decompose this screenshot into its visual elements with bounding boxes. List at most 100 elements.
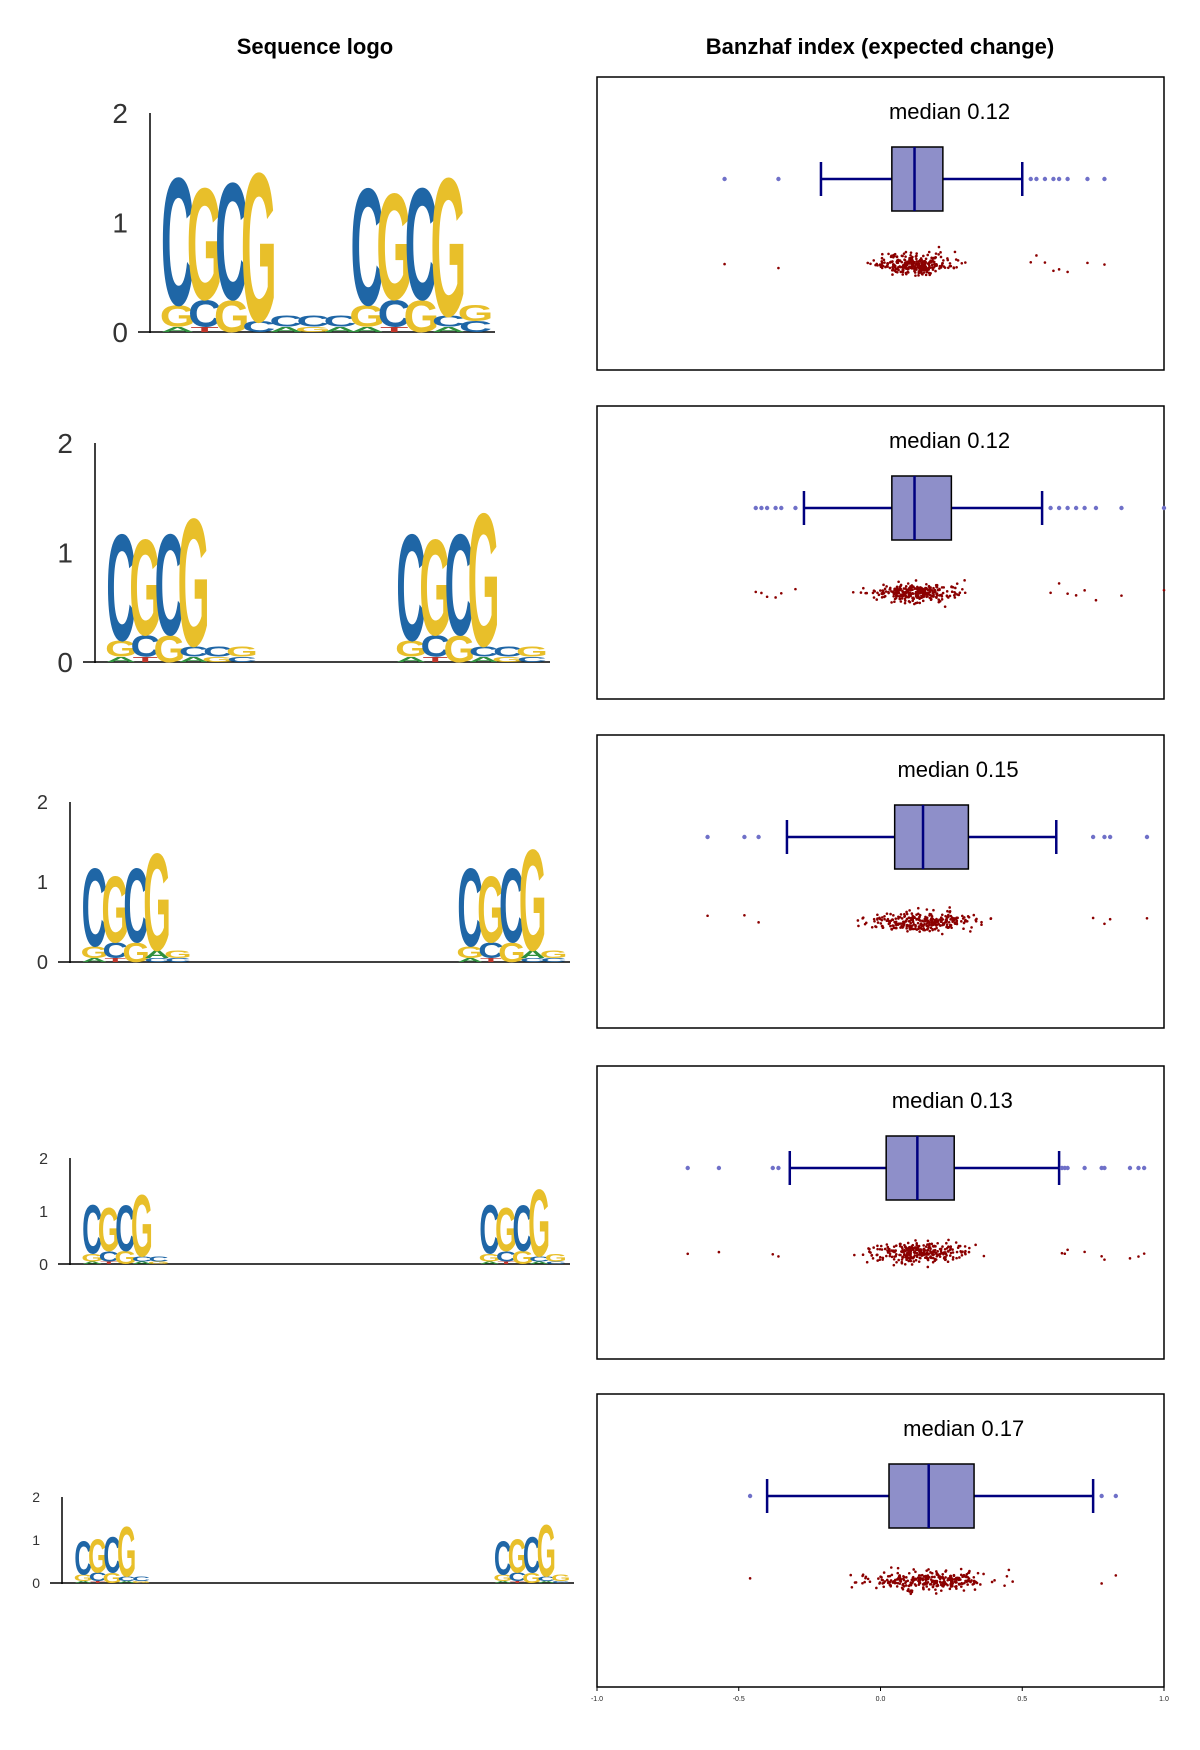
logo-letter-G: G <box>114 1248 136 1268</box>
sample-point <box>902 923 906 927</box>
sample-point <box>866 1577 870 1581</box>
sample-point <box>878 916 881 920</box>
sample-point <box>942 1257 946 1260</box>
sample-point <box>905 912 909 916</box>
sample-point <box>913 1246 917 1249</box>
sample-point <box>929 1578 933 1581</box>
logo-y-tick-label: 1 <box>37 872 48 894</box>
sample-point <box>878 1247 882 1251</box>
sample-point <box>938 264 942 268</box>
sample-point <box>890 1249 894 1252</box>
sample-point <box>944 1569 948 1572</box>
outlier-point <box>1085 176 1090 182</box>
sample-point <box>931 1244 935 1248</box>
logo-letter-G: G <box>81 1252 103 1264</box>
sample-point <box>938 1247 942 1251</box>
outlier-point <box>1048 505 1053 511</box>
box-panel: median 0.12 <box>596 405 1167 700</box>
sample-point <box>926 1265 930 1269</box>
sample-point <box>881 916 884 919</box>
sample-point <box>1103 1258 1106 1261</box>
outlier-point <box>1051 176 1056 182</box>
sample-point <box>905 1247 909 1250</box>
sample-point <box>959 1578 962 1581</box>
sample-point <box>902 1574 905 1578</box>
logo-letter-T: T <box>100 1261 117 1265</box>
median-label: median 0.13 <box>892 1088 1013 1113</box>
sample-point <box>891 265 894 269</box>
sample-point <box>1066 1248 1069 1252</box>
logo-letter-C: C <box>144 957 170 963</box>
sample-point <box>925 582 928 586</box>
sample-point <box>938 599 942 603</box>
sample-point <box>887 591 890 595</box>
outlier-point <box>1090 834 1096 840</box>
sample-point <box>925 1569 928 1572</box>
sample-point <box>947 266 950 270</box>
sample-point <box>949 918 952 921</box>
sample-point <box>940 586 944 589</box>
sample-point <box>1108 917 1112 921</box>
sample-point <box>962 1589 966 1592</box>
logo-letter-A: A <box>82 957 108 963</box>
sample-point <box>912 916 915 919</box>
sample-point <box>861 1574 864 1578</box>
sample-point <box>958 591 962 595</box>
logo-letter-T: T <box>480 957 502 963</box>
sample-point <box>901 1255 905 1259</box>
sample-point <box>891 1580 895 1584</box>
sample-point <box>970 926 973 929</box>
sample-point <box>898 1242 902 1246</box>
logo-letter-C: C <box>148 1255 169 1263</box>
sample-point <box>932 593 935 597</box>
sample-point <box>933 1259 937 1262</box>
sample-point <box>963 591 967 595</box>
outlier-point <box>1028 176 1033 182</box>
logo-letter-G: G <box>492 655 524 664</box>
logo-letter-C: C <box>546 1261 566 1265</box>
sample-point <box>1114 1574 1118 1577</box>
sample-point <box>901 1583 904 1587</box>
sample-point <box>869 262 872 266</box>
sample-point <box>905 910 908 914</box>
x-tick-label: 0.0 <box>876 1696 886 1703</box>
logo-letter-C: C <box>520 957 546 963</box>
logo-letter-G: G <box>508 1531 527 1584</box>
sample-point <box>1128 1257 1132 1260</box>
logo-y-tick-label: 0 <box>32 1575 40 1591</box>
sample-point <box>921 599 925 603</box>
sample-point <box>909 1259 913 1263</box>
sample-point <box>883 587 887 591</box>
outlier-point <box>1065 505 1070 511</box>
logo-letter-A: A <box>179 655 209 664</box>
logo-letter-G: G <box>102 857 129 963</box>
sample-point <box>934 1588 937 1591</box>
sample-point <box>900 260 904 264</box>
sample-point <box>890 269 894 272</box>
logo-letter-G: G <box>403 291 439 342</box>
sample-point <box>877 1577 880 1580</box>
sample-point <box>939 255 943 259</box>
sample-point <box>863 1580 866 1584</box>
sample-point <box>894 1244 898 1247</box>
sample-point <box>926 1249 929 1252</box>
sample-point <box>1043 261 1047 264</box>
sample-point <box>922 1248 925 1251</box>
outlier-point <box>1144 834 1150 840</box>
sample-point <box>931 917 934 921</box>
sample-point <box>928 1256 932 1259</box>
outlier-point <box>773 505 778 511</box>
logo-letter-T: T <box>423 655 448 664</box>
sample-point <box>897 1258 901 1262</box>
sample-point <box>941 1581 945 1584</box>
outlier-point <box>756 834 761 840</box>
logo-letter-G: G <box>545 1252 567 1264</box>
sample-point <box>754 590 758 594</box>
sample-point <box>760 591 763 595</box>
x-tick-label: 1.0 <box>1159 1696 1169 1703</box>
logo-letter-G: G <box>528 1169 550 1276</box>
x-axis: -1.0 -0.5 0.0 0.5 1.0 <box>591 1687 1169 1703</box>
sample-point <box>925 918 928 922</box>
sample-point <box>886 1245 890 1249</box>
